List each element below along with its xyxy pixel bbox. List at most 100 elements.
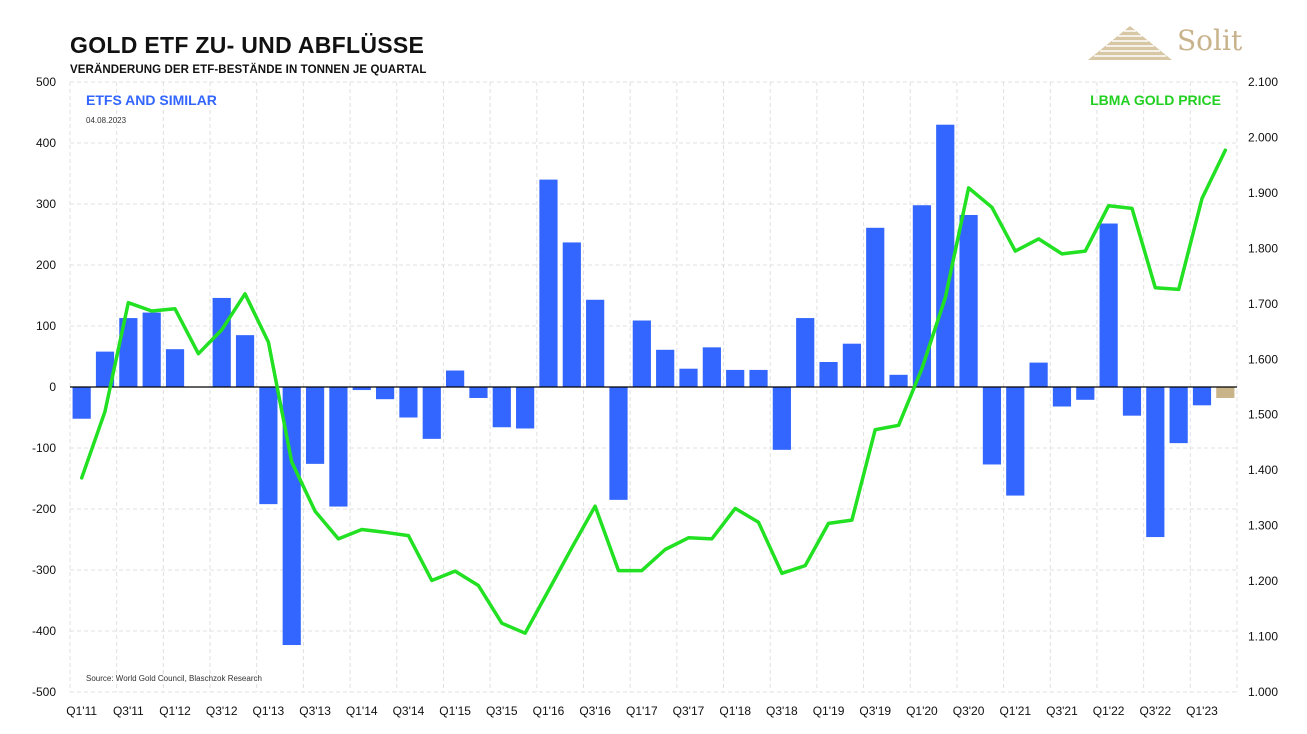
right-tick-label: 1.100	[1248, 630, 1278, 644]
bar	[235, 335, 255, 387]
legend-etfs: ETFS AND SIMILAR	[86, 92, 217, 108]
x-tick-label: Q3'21	[1046, 704, 1078, 718]
bar	[212, 297, 231, 387]
bar	[422, 387, 441, 439]
bar	[95, 351, 115, 387]
bar	[1052, 387, 1072, 407]
chart-date: 04.08.2023	[86, 116, 127, 125]
right-tick-label: 1.800	[1248, 241, 1278, 255]
bar	[72, 387, 91, 419]
bar	[1006, 387, 1025, 496]
x-tick-label: Q1'20	[906, 704, 938, 718]
bar	[702, 347, 721, 387]
bar	[562, 242, 581, 387]
bar	[726, 369, 745, 387]
bar	[516, 387, 535, 429]
left-tick-label: 0	[49, 380, 56, 394]
legend-gold-price: LBMA GOLD PRICE	[1090, 92, 1221, 108]
x-tick-label: Q1'12	[159, 704, 191, 718]
bar	[609, 387, 628, 500]
x-tick-label: Q1'13	[253, 704, 285, 718]
x-tick-label: Q1'19	[813, 704, 845, 718]
left-tick-label: -200	[32, 502, 56, 516]
x-tick-label: Q1'18	[719, 704, 751, 718]
bar	[679, 368, 698, 387]
bar	[936, 124, 955, 387]
bar	[819, 361, 838, 387]
x-tick-label: Q1'16	[533, 704, 565, 718]
x-tick-label: Q1'15	[439, 704, 471, 718]
left-tick-label: 300	[36, 197, 56, 211]
bar	[772, 387, 791, 450]
x-tick-label: Q1'17	[626, 704, 658, 718]
left-axis-ticks: 500 400 300 200 100 0 -100 -200 -300 -400 -500	[32, 75, 56, 699]
x-tick-label: Q1'22	[1093, 704, 1125, 718]
x-tick-label: Q1'23	[1186, 704, 1218, 718]
bar	[749, 369, 768, 387]
bar	[1146, 387, 1165, 538]
left-tick-label: 100	[36, 319, 56, 333]
bar	[446, 370, 465, 387]
logo-pyramid-icon	[1088, 26, 1172, 60]
bar	[1216, 387, 1235, 398]
right-tick-label: 1.900	[1248, 186, 1278, 200]
chart-subtitle: VERÄNDERUNG DER ETF-BESTÄNDE IN TONNEN J…	[70, 64, 427, 76]
left-tick-label: 400	[36, 136, 56, 150]
right-tick-label: 1.500	[1248, 408, 1278, 422]
bar	[165, 349, 185, 387]
right-tick-label: 2.000	[1248, 130, 1278, 144]
right-tick-label: 1.300	[1248, 519, 1278, 533]
bar-series	[72, 124, 1235, 646]
x-tick-label: Q1'14	[346, 704, 378, 718]
bar	[889, 374, 908, 387]
left-tick-label: -500	[32, 685, 56, 699]
bar	[912, 205, 932, 387]
left-tick-label: -400	[32, 624, 56, 638]
bar	[1192, 387, 1212, 406]
bar	[1029, 362, 1048, 387]
gold-price-line	[79, 148, 1228, 635]
x-tick-label: Q3'16	[579, 704, 611, 718]
right-tick-label: 1.700	[1248, 297, 1278, 311]
right-tick-label: 1.600	[1248, 352, 1278, 366]
right-tick-label: 1.200	[1248, 574, 1278, 588]
bar	[1099, 223, 1118, 387]
bar	[375, 387, 395, 400]
x-tick-label: Q3'13	[299, 704, 331, 718]
x-tick-label: Q3'20	[953, 704, 985, 718]
bar	[959, 214, 978, 387]
logo-text: Solit	[1177, 24, 1243, 57]
bar	[842, 343, 861, 387]
source-note: Source: World Gold Council, Blaschzok Re…	[86, 674, 262, 683]
left-tick-label: 200	[36, 258, 56, 272]
left-tick-label: -300	[32, 563, 56, 577]
bar	[982, 387, 1002, 465]
bar	[866, 227, 885, 387]
bar	[119, 318, 138, 387]
x-axis-ticks: Q1'11 Q3'11 Q1'12 Q3'12 Q1'13 Q3'13 Q1'14 Q3'14…	[66, 704, 1218, 718]
bar	[469, 387, 488, 398]
chart-title: GOLD ETF ZU- UND ABFLÜSSE	[70, 32, 425, 58]
bar	[282, 387, 301, 646]
bar	[305, 387, 325, 464]
bar	[329, 387, 348, 507]
bar	[1122, 387, 1142, 416]
bar	[796, 318, 815, 387]
bar	[352, 387, 371, 391]
x-tick-label: Q3'19	[859, 704, 891, 718]
bar	[1169, 387, 1188, 444]
x-tick-label: Q3'12	[206, 704, 238, 718]
x-tick-label: Q3'18	[766, 704, 798, 718]
left-tick-label: -100	[32, 441, 56, 455]
right-tick-label: 1.000	[1248, 685, 1278, 699]
x-tick-label: Q1'21	[999, 704, 1031, 718]
x-tick-label: Q3'17	[673, 704, 705, 718]
bar	[632, 320, 651, 387]
bar	[1076, 387, 1095, 400]
bar	[142, 312, 161, 387]
right-axis-ticks: 2.100 2.000 1.900 1.800 1.700 1.600 1.500 1.400…	[1248, 75, 1278, 699]
bar	[399, 387, 418, 418]
bar	[259, 387, 278, 505]
bar	[539, 179, 558, 387]
